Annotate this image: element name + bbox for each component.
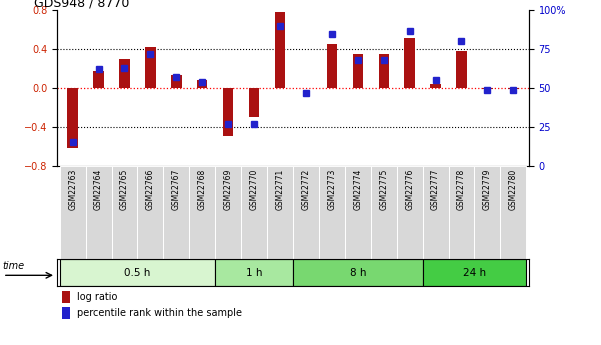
Text: GSM22779: GSM22779	[483, 168, 492, 210]
Text: log ratio: log ratio	[77, 292, 117, 302]
Bar	[353, 54, 363, 88]
Text: GSM22765: GSM22765	[120, 168, 129, 210]
Bar	[120, 59, 130, 88]
Text: GSM22766: GSM22766	[146, 168, 155, 210]
Bar	[171, 75, 182, 88]
Bar	[404, 38, 415, 88]
Text: GSM22774: GSM22774	[353, 168, 362, 210]
Text: GSM22764: GSM22764	[94, 168, 103, 210]
Bar	[138, 166, 163, 259]
Bar	[423, 166, 448, 259]
Bar	[67, 88, 78, 148]
Bar	[474, 166, 501, 259]
Bar	[223, 88, 233, 137]
Text: GSM22769: GSM22769	[224, 168, 233, 210]
Bar	[397, 166, 423, 259]
Bar	[163, 166, 189, 259]
Bar	[345, 166, 371, 259]
Bar	[327, 44, 337, 88]
Bar	[275, 12, 285, 88]
Bar	[448, 166, 474, 259]
Bar	[371, 166, 397, 259]
Text: GSM22767: GSM22767	[172, 168, 181, 210]
Text: GSM22770: GSM22770	[249, 168, 258, 210]
Text: GSM22772: GSM22772	[302, 168, 311, 210]
Bar	[215, 259, 293, 286]
Bar	[293, 259, 423, 286]
Bar	[197, 80, 207, 88]
Bar	[423, 259, 526, 286]
Text: 0.5 h: 0.5 h	[124, 268, 151, 277]
Bar	[62, 307, 70, 319]
Text: 24 h: 24 h	[463, 268, 486, 277]
Text: time: time	[3, 262, 25, 272]
Text: GDS948 / 8770: GDS948 / 8770	[34, 0, 129, 9]
Bar	[59, 166, 85, 259]
Bar	[145, 47, 156, 88]
Bar	[59, 259, 215, 286]
Text: GSM22768: GSM22768	[198, 168, 207, 210]
Text: GSM22775: GSM22775	[379, 168, 388, 210]
Bar	[293, 166, 319, 259]
Bar	[241, 166, 267, 259]
Text: GSM22778: GSM22778	[457, 168, 466, 210]
Text: GSM22780: GSM22780	[509, 168, 518, 210]
Text: GSM22773: GSM22773	[328, 168, 337, 210]
Bar	[501, 166, 526, 259]
Bar	[379, 54, 389, 88]
Bar	[112, 166, 138, 259]
Bar	[215, 166, 241, 259]
Bar	[93, 70, 104, 88]
Bar	[319, 166, 345, 259]
Bar	[430, 84, 441, 88]
Text: GSM22763: GSM22763	[68, 168, 77, 210]
Text: percentile rank within the sample: percentile rank within the sample	[77, 308, 242, 318]
Text: GSM22771: GSM22771	[275, 168, 284, 210]
Text: 1 h: 1 h	[246, 268, 263, 277]
Text: GSM22777: GSM22777	[431, 168, 440, 210]
Bar	[482, 88, 493, 89]
Bar	[267, 166, 293, 259]
Bar	[85, 166, 112, 259]
Text: GSM22776: GSM22776	[405, 168, 414, 210]
Bar	[508, 88, 519, 89]
Bar	[456, 51, 466, 88]
Bar	[249, 88, 259, 117]
Bar	[189, 166, 215, 259]
Text: 8 h: 8 h	[350, 268, 366, 277]
Bar	[62, 291, 70, 303]
